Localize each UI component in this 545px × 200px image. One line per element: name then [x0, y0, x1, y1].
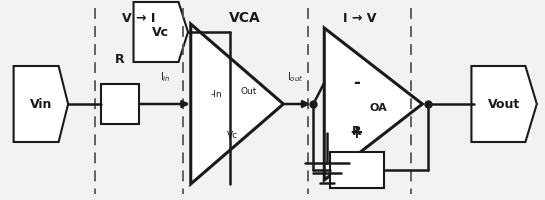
- Text: Vc: Vc: [227, 132, 238, 140]
- Text: R: R: [115, 53, 125, 66]
- Bar: [101, 84, 139, 124]
- Text: +: +: [349, 124, 363, 142]
- Text: I$_{out}$: I$_{out}$: [287, 70, 304, 84]
- Text: Vc: Vc: [152, 25, 169, 38]
- Text: Vin: Vin: [29, 98, 52, 110]
- Text: Out: Out: [240, 88, 257, 97]
- Text: VCA: VCA: [229, 11, 261, 25]
- Text: OA: OA: [370, 103, 387, 113]
- Polygon shape: [134, 2, 188, 62]
- Text: -In: -In: [210, 90, 222, 99]
- Text: -: -: [353, 74, 360, 92]
- Text: I$_{in}$: I$_{in}$: [160, 70, 170, 84]
- Text: I → V: I → V: [343, 11, 377, 24]
- Text: V → I: V → I: [122, 11, 156, 24]
- Polygon shape: [471, 66, 537, 142]
- Polygon shape: [324, 28, 422, 180]
- Text: R: R: [352, 125, 362, 138]
- Polygon shape: [191, 24, 283, 184]
- Bar: [330, 152, 384, 188]
- Text: Vout: Vout: [488, 98, 520, 110]
- Polygon shape: [14, 66, 68, 142]
